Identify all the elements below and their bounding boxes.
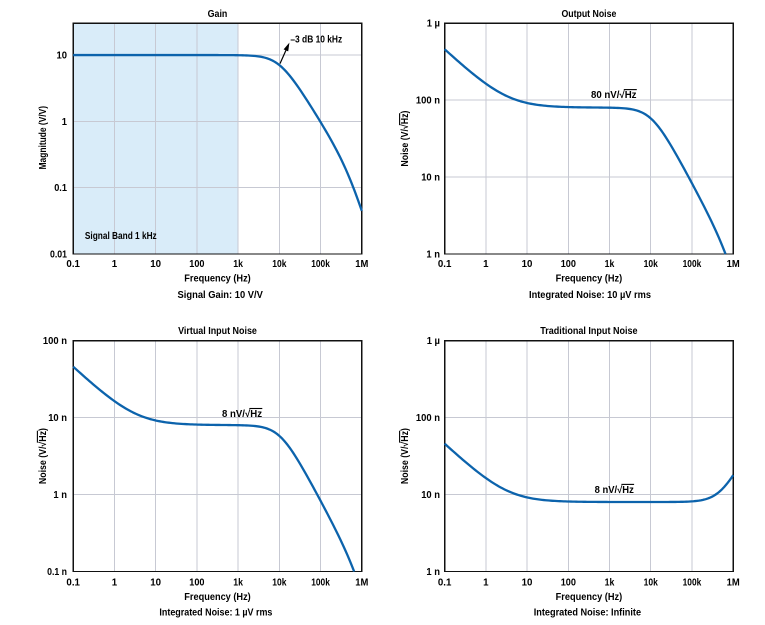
svg-text:1: 1 [483, 259, 489, 270]
svg-text:Noise (V/√Hz): Noise (V/√Hz) [400, 111, 411, 167]
svg-text:100: 100 [561, 259, 576, 270]
svg-text:10: 10 [522, 259, 533, 270]
svg-text:1 µ: 1 µ [427, 19, 440, 30]
svg-text:Signal Gain: 10 V/V: Signal Gain: 10 V/V [178, 290, 264, 301]
svg-text:Gain: Gain [208, 9, 228, 20]
svg-text:Output Noise: Output Noise [561, 9, 616, 20]
svg-text:0.1: 0.1 [66, 259, 80, 270]
svg-text:100 n: 100 n [43, 336, 67, 347]
svg-text:100k: 100k [311, 259, 330, 270]
svg-text:Frequency (Hz): Frequency (Hz) [184, 274, 251, 285]
svg-text:1k: 1k [605, 259, 615, 270]
svg-text:Virtual Input Noise: Virtual Input Noise [178, 326, 257, 337]
svg-text:1: 1 [62, 117, 68, 128]
svg-text:0.1: 0.1 [438, 259, 452, 270]
svg-text:1M: 1M [355, 259, 368, 270]
svg-text:100: 100 [189, 578, 204, 589]
svg-text:Traditional Input Noise: Traditional Input Noise [540, 326, 638, 337]
svg-text:–3 dB 10 kHz: –3 dB 10 kHz [290, 35, 342, 46]
svg-text:100k: 100k [683, 259, 702, 270]
svg-text:1M: 1M [355, 578, 368, 589]
svg-text:1: 1 [112, 578, 118, 589]
svg-text:Noise (V/√Hz): Noise (V/√Hz) [400, 428, 411, 484]
svg-text:1k: 1k [233, 259, 243, 270]
svg-text:8 nV/√Hz: 8 nV/√Hz [222, 409, 262, 420]
svg-text:0.1: 0.1 [66, 578, 80, 589]
svg-text:10k: 10k [644, 259, 659, 270]
svg-text:100 n: 100 n [416, 96, 440, 107]
svg-text:Signal Band 1 kHz: Signal Band 1 kHz [85, 231, 157, 242]
svg-text:1M: 1M [727, 259, 740, 270]
svg-text:1 n: 1 n [426, 249, 440, 260]
svg-text:10: 10 [522, 578, 533, 589]
svg-text:100: 100 [189, 259, 204, 270]
svg-text:1: 1 [112, 259, 118, 270]
svg-text:100 n: 100 n [416, 413, 440, 424]
svg-text:Magnitude (V/V): Magnitude (V/V) [38, 106, 49, 170]
svg-text:1k: 1k [233, 578, 243, 589]
svg-text:10 n: 10 n [48, 413, 67, 424]
svg-text:10 n: 10 n [421, 490, 440, 501]
svg-text:8 nV/√Hz: 8 nV/√Hz [595, 485, 634, 496]
svg-text:0.1: 0.1 [438, 578, 452, 589]
svg-text:1 n: 1 n [426, 567, 440, 578]
svg-text:1 n: 1 n [53, 490, 67, 501]
svg-text:1 µ: 1 µ [427, 336, 440, 347]
svg-text:1: 1 [483, 578, 489, 589]
svg-text:Integrated Noise: 10 µV rms: Integrated Noise: 10 µV rms [529, 290, 651, 301]
svg-text:1M: 1M [727, 578, 740, 589]
svg-text:Integrated Noise: Infinite: Integrated Noise: Infinite [534, 608, 642, 619]
svg-text:100k: 100k [311, 578, 330, 589]
svg-text:10k: 10k [272, 578, 287, 589]
svg-text:Frequency (Hz): Frequency (Hz) [556, 274, 623, 285]
svg-text:1k: 1k [605, 578, 615, 589]
svg-text:100: 100 [561, 578, 576, 589]
svg-text:0.1: 0.1 [54, 183, 67, 194]
svg-text:10: 10 [150, 578, 161, 589]
svg-text:10: 10 [57, 51, 68, 62]
svg-text:100k: 100k [683, 578, 702, 589]
svg-text:80 nV/√Hz: 80 nV/√Hz [591, 90, 637, 101]
svg-text:0.01: 0.01 [50, 249, 68, 260]
svg-text:10k: 10k [272, 259, 287, 270]
svg-text:Integrated Noise: 1 µV rms: Integrated Noise: 1 µV rms [159, 608, 272, 619]
svg-text:10 n: 10 n [421, 172, 440, 183]
svg-text:0.1 n: 0.1 n [47, 567, 67, 578]
svg-text:10k: 10k [644, 578, 659, 589]
svg-text:Noise (V/√Hz): Noise (V/√Hz) [38, 428, 49, 484]
svg-text:10: 10 [150, 259, 161, 270]
svg-text:Frequency (Hz): Frequency (Hz) [556, 592, 623, 603]
svg-text:Frequency (Hz): Frequency (Hz) [184, 592, 251, 603]
